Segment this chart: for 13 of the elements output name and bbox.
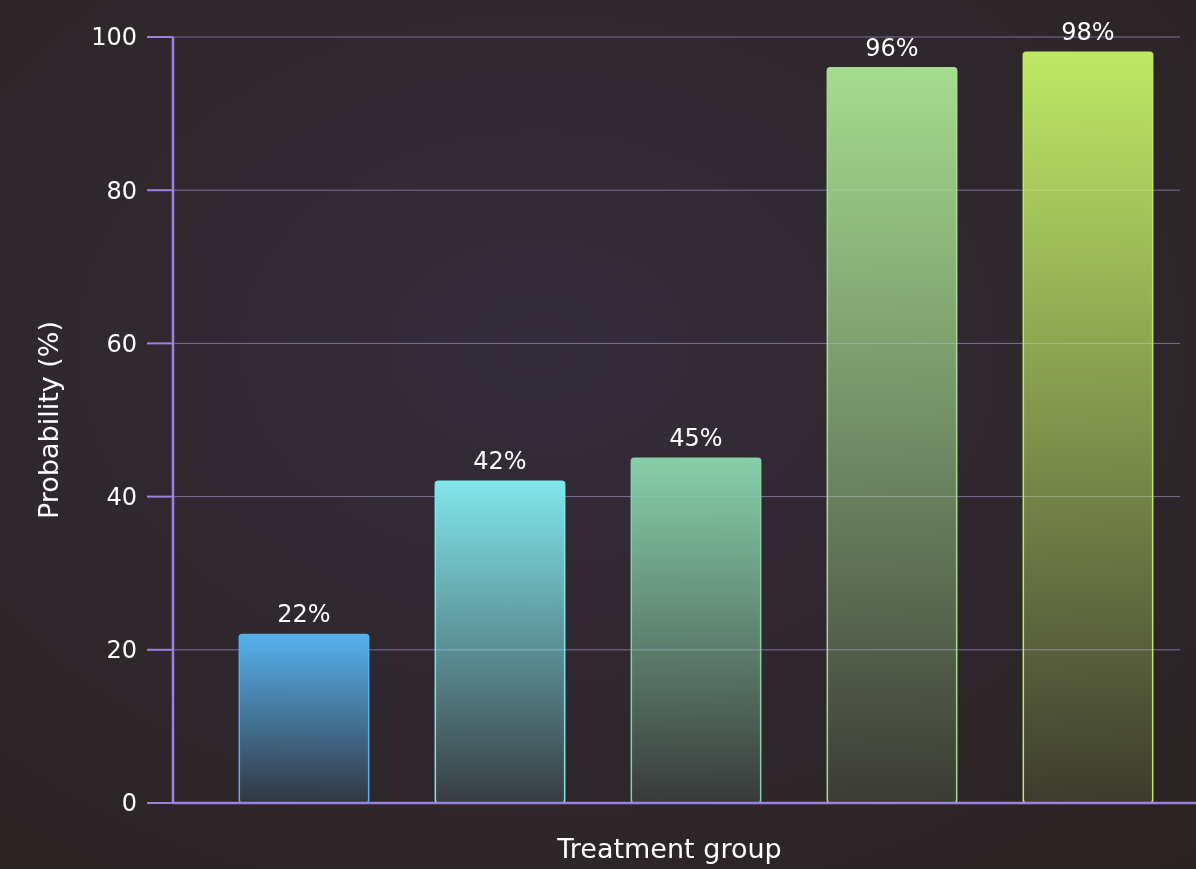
y-axis-title: Probability (%): [33, 320, 64, 520]
y-tick-label: 100: [91, 23, 137, 52]
data-label: 98%: [1061, 18, 1115, 47]
x-axis-title: Treatment group: [556, 833, 782, 864]
y-tick-label: 80: [106, 176, 137, 205]
y-tick-label: 20: [106, 636, 137, 665]
y-tick-label: 60: [106, 329, 137, 358]
data-label: 96%: [865, 33, 919, 62]
y-tick-label: 0: [121, 789, 137, 818]
data-label: 45%: [669, 424, 723, 453]
data-label: 42%: [473, 447, 527, 476]
data-label: 22%: [277, 600, 331, 629]
y-tick-label: 40: [106, 483, 137, 511]
